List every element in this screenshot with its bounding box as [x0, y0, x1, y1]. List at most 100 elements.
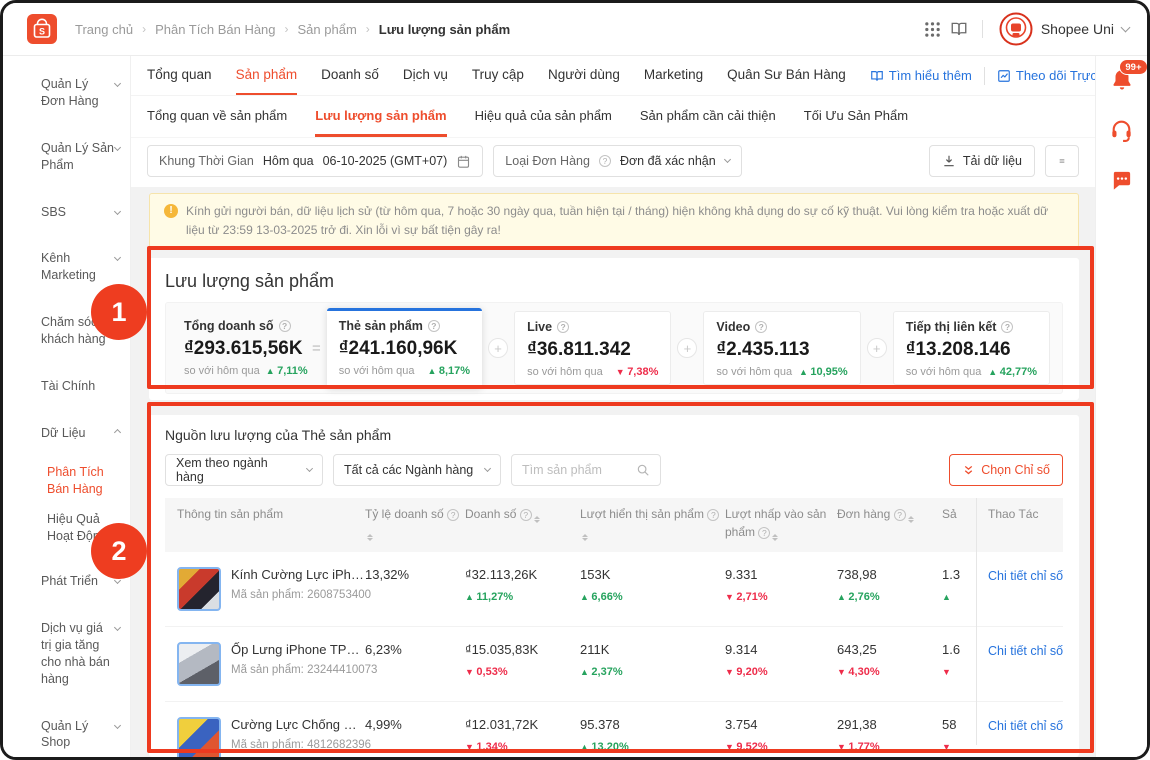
support-button[interactable]: [1108, 116, 1136, 144]
breadcrumb-separator: ›: [142, 22, 147, 36]
chat-button[interactable]: [1108, 166, 1136, 194]
table-settings-button[interactable]: [1045, 145, 1079, 177]
subtab-toi-uu-san-pham[interactable]: Tối Ưu Sản Phẩm: [803, 107, 909, 123]
product-search: [511, 454, 661, 487]
avatar[interactable]: [999, 12, 1033, 46]
subtab-san-pham-can-cai-thien[interactable]: Sản phẩm cần cải thiện: [639, 107, 776, 123]
metric-product-card[interactable]: Thẻ sản phẩm ₫241.160,96K so với hôm qua…: [326, 308, 483, 389]
select-metrics-button[interactable]: Chọn Chỉ số: [949, 454, 1063, 487]
tab-quan-su-ban-hang[interactable]: Quân Sư Bán Hàng: [727, 67, 846, 82]
breadcrumb-analytics[interactable]: Phân Tích Bán Hàng: [155, 21, 276, 37]
traffic-section: Lưu lượng sản phẩm Tổng doanh số ₫293.61…: [149, 258, 1079, 401]
sortable-header[interactable]: Doanh số: [465, 507, 554, 524]
change-down: 4,30%: [837, 666, 942, 678]
search-icon[interactable]: [636, 463, 650, 477]
shopee-logo-icon[interactable]: S: [27, 14, 57, 44]
change-down: [942, 741, 976, 753]
clipped-header: Sả: [942, 507, 957, 522]
sidebar-item-sales-analytics[interactable]: Phân Tích Bán Hàng: [47, 464, 104, 496]
sidebar-item-customer-care[interactable]: Chăm sóc khách hàng: [41, 314, 122, 348]
metric-total-sales[interactable]: Tổng doanh số ₫293.615,56K so với hôm qu…: [178, 311, 308, 385]
sidebar-item-value-added-services[interactable]: Dịch vụ giá trị gia tăng cho nhà bán hàn…: [41, 620, 122, 688]
product-name[interactable]: Ốp Lưng iPhone TPU Silic...: [231, 641, 365, 657]
breadcrumb-separator: ›: [365, 22, 370, 36]
tab-nguoi-dung[interactable]: Người dùng: [547, 67, 620, 82]
guide-book-icon[interactable]: [946, 16, 972, 42]
change-down: 1,77%: [837, 741, 942, 753]
breadcrumb-home[interactable]: Trang chủ: [75, 21, 134, 37]
breadcrumb-products[interactable]: Sản phẩm: [297, 21, 357, 37]
category-select[interactable]: Tất cả các Ngành hàng: [333, 454, 501, 487]
sidebar-item-data[interactable]: Dữ Liệu: [41, 425, 122, 442]
chevron-down-icon[interactable]: [1120, 22, 1131, 33]
time-range-filter[interactable]: Khung Thời Gian Hôm qua 06-10-2025 (GMT+…: [147, 145, 484, 177]
breadcrumb: Trang chủ › Phân Tích Bán Hàng › Sản phẩm ›…: [75, 22, 510, 37]
change-up: [942, 591, 976, 603]
change-down: 7,38%: [616, 366, 658, 378]
sidebar-item-product-management[interactable]: Quản Lý Sản Phẩm: [41, 140, 122, 174]
sidebar-item-performance[interactable]: Hiệu Quả Hoạt Động: [47, 512, 107, 544]
tab-doanh-so[interactable]: Doanh số: [321, 67, 379, 82]
breadcrumb-current: Lưu lượng sản phẩm: [378, 21, 511, 37]
product-image[interactable]: [177, 566, 221, 611]
plus-operator: +: [677, 338, 698, 359]
sort-icon[interactable]: [533, 513, 540, 526]
apps-grid-icon[interactable]: [920, 16, 946, 42]
sales-ratio: 13,32%: [365, 566, 410, 582]
top-bar: S Trang chủ › Phân Tích Bán Hàng › Sản phẩ…: [3, 3, 1147, 56]
chevron-up-icon: [113, 428, 122, 436]
metric-video[interactable]: Video ₫2.435.113 so với hôm qua10,95%: [703, 311, 861, 386]
tab-dich-vu[interactable]: Dịch vụ: [402, 67, 448, 82]
tab-truy-cap[interactable]: Truy cập: [471, 67, 524, 82]
sortable-header[interactable]: Lượt hiển thị sản phẩm: [580, 507, 720, 541]
sort-icon[interactable]: [367, 531, 373, 544]
product-name[interactable]: Kính Cường Lực iPhone K...: [231, 566, 365, 582]
sidebar-item-shop-management[interactable]: Quản Lý Shop: [41, 718, 122, 752]
metric-detail-link[interactable]: Chi tiết chỉ số: [988, 568, 1064, 583]
product-image[interactable]: [177, 641, 221, 686]
help-icon: [598, 155, 611, 167]
tab-tong-quan[interactable]: Tổng quan: [147, 67, 212, 82]
sidebar-item-finance[interactable]: Tài Chính: [41, 378, 96, 393]
chevron-down-icon: [306, 465, 314, 473]
help-icon: [755, 321, 768, 334]
sort-icon[interactable]: [907, 513, 914, 526]
metric-detail-link[interactable]: Chi tiết chỉ số: [988, 718, 1064, 733]
help-icon: [447, 509, 460, 522]
subtab-luu-luong-san-pham[interactable]: Lưu lượng sản phẩm: [315, 96, 447, 137]
view-by-select[interactable]: Xem theo ngành hàng: [165, 454, 323, 487]
chevron-down-icon: [113, 79, 122, 88]
sortable-header[interactable]: Đơn hàng: [837, 507, 928, 524]
learn-more-link[interactable]: Tìm hiểu thêm: [870, 68, 972, 83]
tab-san-pham[interactable]: Sản phẩm: [235, 56, 298, 95]
chevron-down-icon: [113, 577, 122, 585]
chat-bubble-icon: [1113, 171, 1131, 190]
metric-affiliate[interactable]: Tiếp thị liên kết ₫13.208.146 so với hôm…: [892, 311, 1051, 386]
metric-detail-link[interactable]: Chi tiết chỉ số: [988, 643, 1064, 658]
sortable-header[interactable]: Lượt nhấp vào sản phẩm: [725, 507, 826, 541]
sort-icon[interactable]: [582, 531, 588, 544]
warning-icon: !: [164, 204, 178, 218]
search-input[interactable]: [522, 463, 622, 478]
download-data-button[interactable]: Tải dữ liệu: [928, 145, 1035, 177]
tab-marketing[interactable]: Marketing: [643, 67, 704, 82]
order-type-filter[interactable]: Loại Đơn Hàng Đơn đã xác nhận: [493, 145, 742, 177]
product-code: Mã sản phẩm: 4812682396: [231, 738, 372, 751]
metric-live[interactable]: Live ₫36.811.342 so với hôm qua7,38%: [514, 311, 672, 386]
subtab-tong-quan-ve-san-pham[interactable]: Tổng quan về sản phẩm: [147, 107, 288, 123]
floating-toolbar: 99+: [1095, 56, 1147, 757]
sortable-header[interactable]: Tỷ lệ doanh số: [365, 507, 460, 541]
sort-icon[interactable]: [772, 531, 779, 544]
sidebar-item-order-management[interactable]: Quản Lý Đơn Hàng: [41, 76, 122, 110]
sidebar-item-sbs[interactable]: SBS: [41, 204, 122, 221]
sidebar-item-growth[interactable]: Phát Triển: [41, 573, 122, 590]
change-up: 11,27%: [465, 591, 580, 603]
sidebar-item-marketing-channel[interactable]: Kênh Marketing: [41, 250, 122, 284]
notifications-button[interactable]: 99+: [1108, 59, 1147, 94]
account-name[interactable]: Shopee Uni: [1040, 21, 1114, 37]
change-up: 8,17%: [427, 365, 470, 377]
product-name[interactable]: Cường Lực Chống Nhìn Tr...: [231, 716, 365, 732]
change-up: 13,20%: [580, 741, 725, 753]
product-image[interactable]: [177, 716, 221, 757]
subtab-hieu-qua-cua-san-pham[interactable]: Hiệu quả của sản phẩm: [474, 107, 612, 123]
